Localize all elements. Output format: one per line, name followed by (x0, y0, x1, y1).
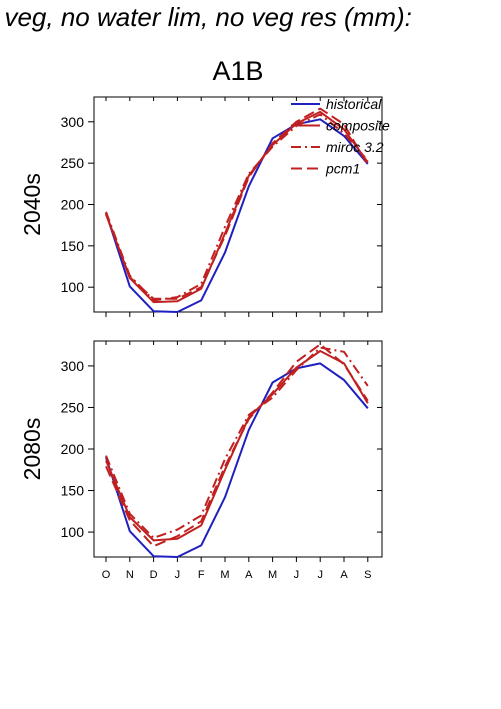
x-tick-label: M (220, 569, 229, 581)
panel-label: 2080s (19, 418, 45, 481)
x-tick-label: N (126, 569, 134, 581)
legend-label: pcm1 (325, 161, 360, 177)
y-tick-label: 200 (61, 197, 85, 213)
series-line-composite (105, 350, 369, 542)
x-tick-label: J (294, 569, 300, 581)
legend-label: miroc 3.2 (326, 139, 384, 155)
y-tick-label: 200 (61, 441, 85, 457)
series-line-pcm1 (105, 107, 369, 300)
series-line-historical (105, 362, 369, 558)
legend: historical composite miroc 3.2 pcm1 (291, 96, 390, 177)
panel-label: 2040s (19, 173, 45, 236)
y-tick-label: 250 (61, 155, 85, 171)
panel-2040s: 100 150 200 250 300 2040s (19, 96, 383, 317)
y-tick-label: 300 (61, 114, 85, 130)
scenario-title: A1B (212, 56, 264, 86)
y-tick-label: 300 (61, 358, 85, 374)
panel-2080s: 100 150 200 250 300 2080s (19, 340, 383, 562)
page-title: f veg, no water lim, no veg res (mm): (0, 2, 412, 32)
y-tick-label: 250 (61, 399, 85, 415)
x-tick-label: J (317, 569, 323, 581)
x-tick-label: D (150, 569, 158, 581)
y-tick-label: 150 (61, 483, 85, 499)
x-tick-label: F (198, 569, 205, 581)
x-tick-label: O (102, 569, 111, 581)
series-line-historical (105, 118, 369, 313)
y-tick-label: 150 (61, 238, 85, 254)
y-tick-label: 100 (61, 279, 85, 295)
x-tick-label: A (245, 569, 253, 581)
x-tick-label: S (364, 569, 371, 581)
legend-label: historical (326, 96, 382, 112)
y-tick-label: 100 (61, 524, 85, 540)
series-line-pcm1 (105, 343, 369, 548)
series-line-composite (105, 110, 369, 304)
series-line-miroc-3-2 (105, 113, 369, 302)
x-tick-label: M (268, 569, 277, 581)
x-tick-label: J (175, 569, 181, 581)
x-tick-label: A (340, 569, 348, 581)
legend-label: composite (326, 118, 390, 134)
